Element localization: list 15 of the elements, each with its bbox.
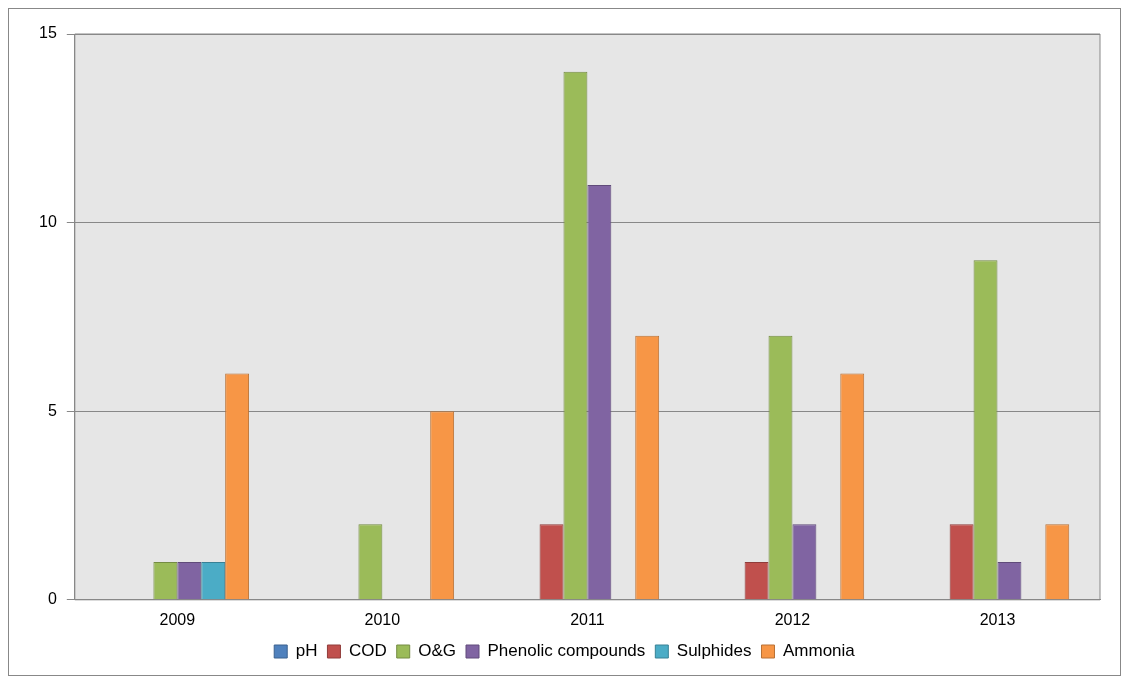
y-tick-label: 15 xyxy=(39,24,57,42)
x-tick-label: 2013 xyxy=(979,610,1016,628)
x-tick-label: 2011 xyxy=(570,610,605,628)
y-tick-label: 0 xyxy=(47,590,57,608)
x-tick-label: 2009 xyxy=(159,610,196,628)
x-tick-label: 2010 xyxy=(364,610,401,628)
legend-label: Ammonia xyxy=(782,641,856,661)
y-tick-label: 5 xyxy=(47,401,57,419)
y-tick-label: 10 xyxy=(39,213,57,231)
legend-label: Phenolic compounds xyxy=(487,641,646,661)
legend-label: pH xyxy=(295,641,318,661)
x-tick-label: 2012 xyxy=(774,610,811,628)
legend-label: Sulphides xyxy=(676,641,752,661)
legend-label: COD xyxy=(348,641,387,661)
legend-label: O&G xyxy=(418,641,457,661)
